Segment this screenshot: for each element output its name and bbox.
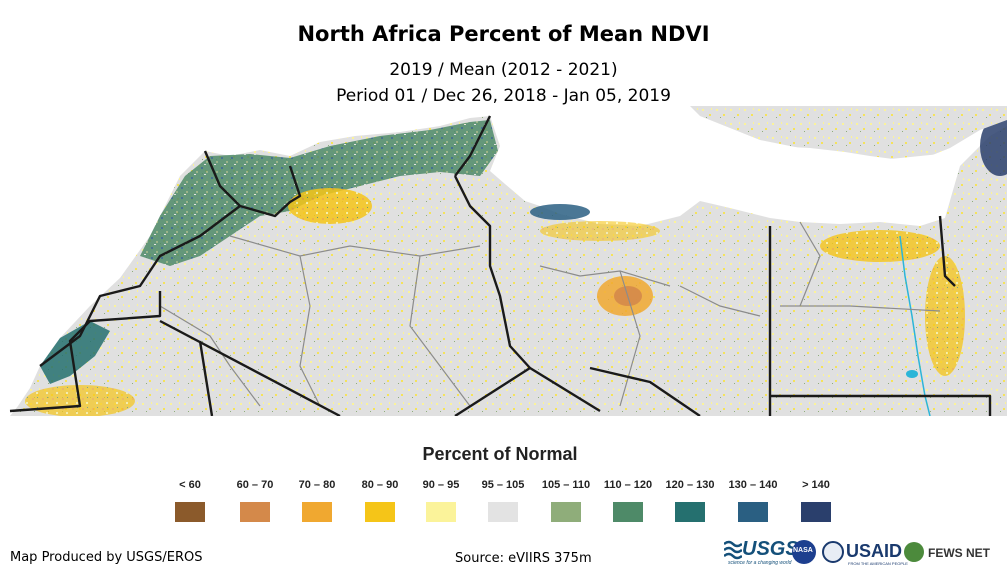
- lake: [906, 370, 918, 378]
- usaid-logo: USAID FROM THE AMERICAN PEOPLE: [846, 538, 932, 568]
- legend-item: 120 – 130: [658, 478, 722, 522]
- map-title: North Africa Percent of Mean NDVI: [297, 22, 710, 46]
- produced-by-text: Map Produced by USGS/EROS: [10, 550, 203, 565]
- usgs-wordmark: USGS: [742, 538, 799, 560]
- legend-item: 110 – 120: [596, 478, 660, 522]
- usaid-tagline: FROM THE AMERICAN PEOPLE: [848, 561, 908, 566]
- legend-label: 70 – 80: [298, 479, 336, 491]
- legend-label: 60 – 70: [236, 479, 274, 491]
- legend-item: 95 – 105: [471, 478, 535, 522]
- legend-swatch: [551, 502, 581, 522]
- usgs-logo: USGS science for a changing world: [724, 538, 799, 568]
- legend-item: > 140: [784, 478, 848, 522]
- legend-label: 80 – 90: [361, 479, 399, 491]
- nasa-meatball-icon: [792, 540, 816, 564]
- legend-swatch: [675, 502, 705, 522]
- fews-logo: FEWS NET: [904, 538, 1004, 568]
- legend-item: 80 – 90: [348, 478, 412, 522]
- ndvi-map-svg: [9, 106, 1007, 416]
- nile-river: [899, 235, 931, 416]
- north-shore-land: [690, 106, 1007, 160]
- dry-patch-algeria: [288, 188, 372, 224]
- legend-swatch: [426, 502, 456, 522]
- usgs-tagline: science for a changing world: [728, 560, 792, 566]
- legend-item: 60 – 70: [223, 478, 287, 522]
- legend-label: 90 – 95: [422, 479, 460, 491]
- legend-swatch: [302, 502, 332, 522]
- legend-label: 110 – 120: [603, 479, 653, 491]
- mediterranean-sea: [700, 116, 960, 180]
- admin-boundaries: [159, 221, 941, 407]
- map-subtitle-years: 2019 / Mean (2012 - 2021): [389, 60, 618, 80]
- nasa-logo: NASA: [792, 538, 818, 568]
- legend-label: 120 – 130: [665, 479, 715, 491]
- legend-label: < 60: [179, 479, 201, 491]
- wet-patch-nile-delta: [980, 116, 1007, 176]
- legend-swatch: [240, 502, 270, 522]
- legend: < 60 60 – 70 70 – 80 80 – 90 90 – 95 95 …: [0, 478, 1007, 526]
- legend-swatch: [488, 502, 518, 522]
- legend-title: Percent of Normal: [422, 444, 578, 464]
- legend-label: 95 – 105: [481, 479, 525, 491]
- legend-swatch: [801, 502, 831, 522]
- source-text: Source: eVIIRS 375m: [455, 551, 592, 566]
- legend-item: 105 – 110: [534, 478, 598, 522]
- dry-patch-libya-coast: [540, 221, 660, 241]
- legend-item: < 60: [158, 478, 222, 522]
- partner-logos: USGS science for a changing world NASA U…: [724, 538, 1004, 568]
- nasa-wordmark: NASA: [793, 547, 813, 554]
- coastal-green-patch: [40, 321, 110, 384]
- seal-icon: [822, 541, 844, 563]
- legend-swatch: [738, 502, 768, 522]
- legend-item: 90 – 95: [409, 478, 473, 522]
- fews-wordmark: FEWS NET: [928, 546, 990, 560]
- dry-patch-egypt-delta: [820, 230, 940, 262]
- legend-swatch: [613, 502, 643, 522]
- usaid-wordmark: USAID: [846, 541, 903, 561]
- legend-label: 130 – 140: [728, 479, 778, 491]
- globe-icon: [904, 542, 924, 562]
- usgs-wave-icon: [724, 540, 742, 560]
- seal-logo: [822, 538, 844, 568]
- legend-item: 130 – 140: [721, 478, 785, 522]
- legend-item: 70 – 80: [285, 478, 349, 522]
- wet-patch-libya-coast: [530, 204, 590, 220]
- national-borders: [9, 115, 992, 416]
- legend-label: 105 – 110: [541, 479, 591, 491]
- legend-swatch: [365, 502, 395, 522]
- map-subtitle-period: Period 01 / Dec 26, 2018 - Jan 05, 2019: [336, 86, 671, 106]
- legend-label: > 140: [802, 479, 830, 491]
- legend-swatch: [175, 502, 205, 522]
- ndvi-map[interactable]: [0, 106, 1007, 416]
